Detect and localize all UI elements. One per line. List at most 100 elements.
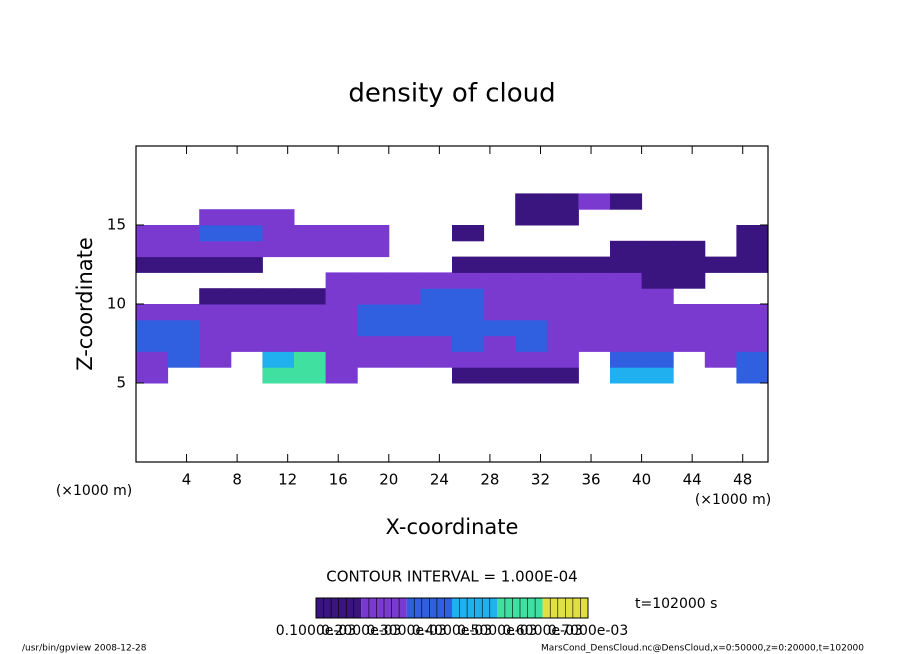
heatmap-cell <box>262 304 295 321</box>
colorbar-label: 0.7000e-03 <box>548 623 628 639</box>
heatmap-cell <box>452 304 485 321</box>
heatmap-cell <box>641 351 674 368</box>
heatmap-cell <box>294 225 327 242</box>
x-tick-label: 12 <box>278 471 297 489</box>
heatmap-cell <box>294 335 327 352</box>
heatmap-cell <box>736 367 769 384</box>
heatmap-cell <box>420 288 453 305</box>
heatmap-cell <box>641 304 674 321</box>
heatmap-cell <box>136 225 169 242</box>
heatmap-cell <box>736 304 769 321</box>
colorbar-label: 0.5000e-03 <box>457 623 537 639</box>
heatmap-cell <box>546 335 579 352</box>
y-axis-label: Z-coordinate <box>73 237 97 371</box>
x-tick-label: 32 <box>531 471 550 489</box>
heatmap-cell <box>199 351 232 368</box>
heatmap-cell <box>736 335 769 352</box>
heatmap-cell <box>325 288 358 305</box>
heatmap-cell <box>578 335 611 352</box>
y-tick-label: 15 <box>107 216 126 234</box>
heatmap-cell <box>230 240 263 258</box>
heatmap-cell <box>136 351 169 368</box>
heatmap-cell <box>610 304 643 321</box>
heatmap-cell <box>546 319 579 337</box>
heatmap-cell <box>515 304 548 321</box>
heatmap-cell <box>673 304 706 321</box>
heatmap-cell <box>452 351 485 368</box>
heatmap-cell <box>262 367 295 384</box>
heatmap-cell <box>420 335 453 352</box>
heatmap-cell <box>388 272 421 289</box>
heatmap-cell <box>515 272 548 289</box>
heatmap-cell <box>136 367 169 384</box>
heatmap-cell <box>610 256 643 273</box>
heatmap-cell <box>736 256 769 273</box>
heatmap-cell <box>167 351 200 368</box>
heatmap-cell <box>515 367 548 384</box>
heatmap-cell <box>736 240 769 258</box>
colorbar-label: 0.1000e-03 <box>276 623 356 639</box>
heatmap-cell <box>294 351 327 368</box>
heatmap-cell <box>230 288 263 305</box>
heatmap-cell <box>420 351 453 368</box>
heatmap-cell <box>641 367 674 384</box>
heatmap-cell <box>452 272 485 289</box>
heatmap-cell <box>388 319 421 337</box>
heatmap-cell <box>483 304 516 321</box>
heatmap-cell <box>452 319 485 337</box>
heatmap-cell <box>294 240 327 258</box>
heatmap-cell <box>736 351 769 368</box>
heatmap-cell <box>610 335 643 352</box>
heatmap-cell <box>167 304 200 321</box>
heatmap-cell <box>704 335 737 352</box>
heatmap-cell <box>736 225 769 242</box>
heatmap-cell <box>357 335 390 352</box>
heatmap-cell <box>515 351 548 368</box>
heatmap-cell <box>483 288 516 305</box>
heatmap-cell <box>452 288 485 305</box>
footer: MarsCond_DensCloud.nc@DensCloud,x=0:5000… <box>541 644 864 654</box>
heatmap-cell <box>294 304 327 321</box>
heatmap-cell <box>704 319 737 337</box>
heatmap-cell <box>610 193 643 210</box>
heatmap-cell <box>546 288 579 305</box>
heatmap-cell <box>136 335 169 352</box>
heatmap-cell <box>167 225 200 242</box>
heatmap-cell <box>325 335 358 352</box>
colorbar-label: 0.2000e-03 <box>321 623 401 639</box>
heatmap-cell <box>199 319 232 337</box>
heatmap-cell <box>483 319 516 337</box>
heatmap-cell <box>199 225 232 242</box>
heatmap-cell <box>262 240 295 258</box>
heatmap-cell <box>136 256 169 273</box>
heatmap-cell <box>452 335 485 352</box>
heatmap-cell <box>578 193 611 210</box>
x-tick-label: 20 <box>379 471 398 489</box>
heatmap-cell <box>704 351 737 368</box>
time-label: t=102000 s <box>635 596 717 612</box>
y-tick-label: 10 <box>107 295 126 313</box>
heatmap-cell <box>452 256 485 273</box>
heatmap-cell <box>483 256 516 273</box>
heatmap-cell <box>641 335 674 352</box>
heatmap-cell <box>420 272 453 289</box>
heatmap-cell <box>420 304 453 321</box>
heatmap-cell <box>546 193 579 210</box>
heatmap-cell <box>262 209 295 226</box>
footer: /usr/bin/gpview 2008-12-28 <box>22 644 147 654</box>
heatmap-cell <box>325 240 358 258</box>
heatmap-cell <box>546 256 579 273</box>
heatmap-cell <box>388 288 421 305</box>
heatmap-cell <box>641 240 674 258</box>
heatmap-cell <box>325 367 358 384</box>
heatmap-cell <box>388 335 421 352</box>
heatmap-cell <box>673 256 706 273</box>
x-unit-label: (×1000 m) <box>56 483 132 499</box>
heatmap-cell <box>610 319 643 337</box>
heatmap-cell <box>483 335 516 352</box>
colorbar-label: 0.4000e-03 <box>412 623 492 639</box>
heatmap-cell <box>357 304 390 321</box>
heatmap-cell <box>136 319 169 337</box>
heatmap-cell <box>515 319 548 337</box>
